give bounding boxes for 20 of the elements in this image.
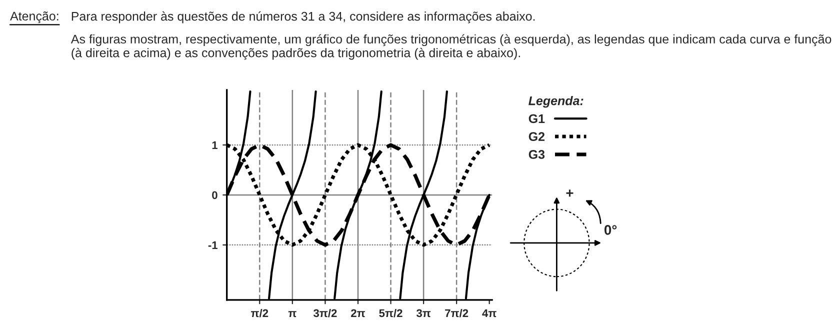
legend-label: G3 bbox=[528, 150, 545, 159]
legend-label: G2 bbox=[528, 132, 545, 141]
y-tick-label: 0 bbox=[212, 191, 218, 200]
x-tick-label: π bbox=[288, 311, 296, 318]
x-tick-label: 5π/2 bbox=[379, 308, 402, 318]
y-tick-label: -1 bbox=[208, 241, 218, 249]
x-tick-label: 3π bbox=[416, 309, 431, 318]
legend-title: Legenda: bbox=[528, 96, 584, 108]
x-tick-label: 3π/2 bbox=[313, 308, 337, 318]
x-tick-label: π/2 bbox=[250, 308, 268, 318]
x-tick-label: 7π/2 bbox=[445, 308, 468, 318]
chart-subtitle: Para responder às questões de números 31 a 34, considere as informações abaixo. bbox=[72, 11, 535, 24]
text: As figuras mostram, respectivamente, um gráfico de funções trigonométricas (à esquerda), as legendas que indicam cada curva e função (à direita e acima) e as convenções padrões da trigonometria (à direita e abaixo). bbox=[70, 34, 832, 60]
text: + bbox=[566, 190, 574, 197]
text: Atenção: bbox=[10, 11, 58, 24]
y-tick-label: 1 bbox=[212, 141, 218, 149]
legend-label: G1 bbox=[528, 114, 545, 124]
text: 0° bbox=[604, 225, 617, 235]
x-tick-label: 2π bbox=[351, 309, 366, 318]
x-tick-label: 4π bbox=[482, 309, 496, 318]
